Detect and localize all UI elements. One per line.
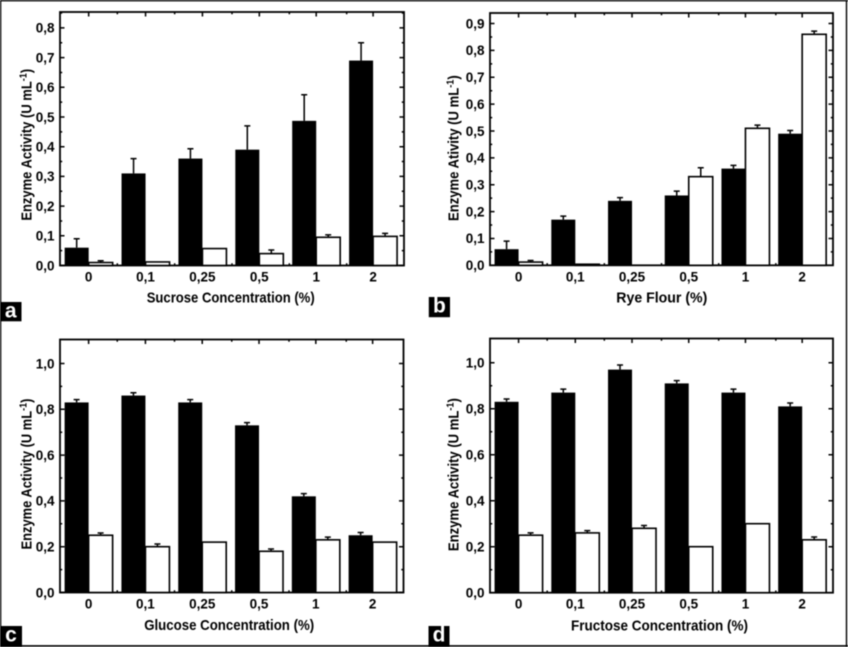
svg-text:Enzyme Ativity (U mL-1): Enzyme Ativity (U mL-1) [445,75,462,221]
svg-text:1: 1 [742,597,750,612]
svg-text:0: 0 [85,270,93,285]
svg-text:0,7: 0,7 [36,50,55,65]
svg-text:0,2: 0,2 [36,540,55,555]
svg-text:0,4: 0,4 [466,151,485,166]
svg-text:0,3: 0,3 [36,169,55,184]
svg-text:0,1: 0,1 [566,269,585,284]
svg-text:c: c [5,624,17,647]
svg-text:0: 0 [515,269,523,284]
svg-text:0,2: 0,2 [466,204,485,219]
svg-text:1: 1 [312,597,320,612]
svg-text:b: b [433,295,446,318]
svg-text:0,4: 0,4 [466,494,485,509]
svg-text:Glucose Concentration (%): Glucose Concentration (%) [144,617,314,634]
svg-text:Fructose Concentration (%): Fructose Concentration (%) [571,618,748,635]
svg-text:d: d [433,624,446,647]
svg-text:0,5: 0,5 [250,270,269,285]
svg-text:0,1: 0,1 [136,270,155,285]
svg-text:0,25: 0,25 [189,597,216,612]
svg-text:0,4: 0,4 [36,140,55,155]
svg-text:0,0: 0,0 [466,258,485,273]
svg-text:Sucrose Concentration (%): Sucrose Concentration (%) [147,289,315,306]
svg-text:0,0: 0,0 [36,258,55,273]
svg-text:0,1: 0,1 [566,597,585,612]
svg-text:2: 2 [369,270,377,285]
svg-text:0,5: 0,5 [466,124,485,139]
svg-text:0,8: 0,8 [466,402,485,417]
svg-text:1: 1 [312,270,320,285]
svg-text:0,5: 0,5 [36,110,55,125]
svg-text:2: 2 [369,597,377,612]
svg-text:Enzyme Activity (U mL-1): Enzyme Activity (U mL-1) [18,399,35,550]
svg-text:0,3: 0,3 [466,178,485,193]
svg-text:1,0: 1,0 [36,356,55,371]
svg-text:0,6: 0,6 [466,448,485,463]
svg-text:0,5: 0,5 [679,597,698,612]
svg-text:0,1: 0,1 [136,597,155,612]
svg-text:0,4: 0,4 [36,494,55,509]
svg-text:0,2: 0,2 [36,199,55,214]
svg-text:0,2: 0,2 [466,540,485,555]
svg-text:0,8: 0,8 [466,43,485,58]
svg-text:0,25: 0,25 [619,269,646,284]
svg-text:2: 2 [798,597,806,612]
svg-text:Enzyme Activity (U mL-1): Enzyme Activity (U mL-1) [445,398,462,551]
svg-text:0,8: 0,8 [36,402,55,417]
svg-text:0: 0 [515,597,523,612]
svg-text:0,6: 0,6 [36,448,55,463]
svg-text:0,25: 0,25 [619,597,646,612]
svg-text:Enzyme Activity (U mL-1): Enzyme Activity (U mL-1) [18,69,35,221]
svg-text:a: a [5,300,17,323]
svg-text:0,6: 0,6 [36,80,55,95]
svg-text:1: 1 [742,269,750,284]
svg-text:Rye Flour (%): Rye Flour (%) [616,290,707,307]
svg-text:0,7: 0,7 [466,70,485,85]
svg-text:0,1: 0,1 [466,231,485,246]
svg-text:0,0: 0,0 [36,585,55,600]
svg-text:0,1: 0,1 [36,229,55,244]
svg-text:1,0: 1,0 [466,356,485,371]
svg-text:2: 2 [798,269,806,284]
svg-text:0,6: 0,6 [466,97,485,112]
svg-text:0,9: 0,9 [466,16,485,31]
svg-text:0,0: 0,0 [466,586,485,601]
svg-text:0,5: 0,5 [250,597,269,612]
svg-text:0,5: 0,5 [679,269,698,284]
svg-text:0,25: 0,25 [189,270,216,285]
svg-text:0: 0 [85,597,93,612]
svg-text:0,8: 0,8 [36,21,55,36]
